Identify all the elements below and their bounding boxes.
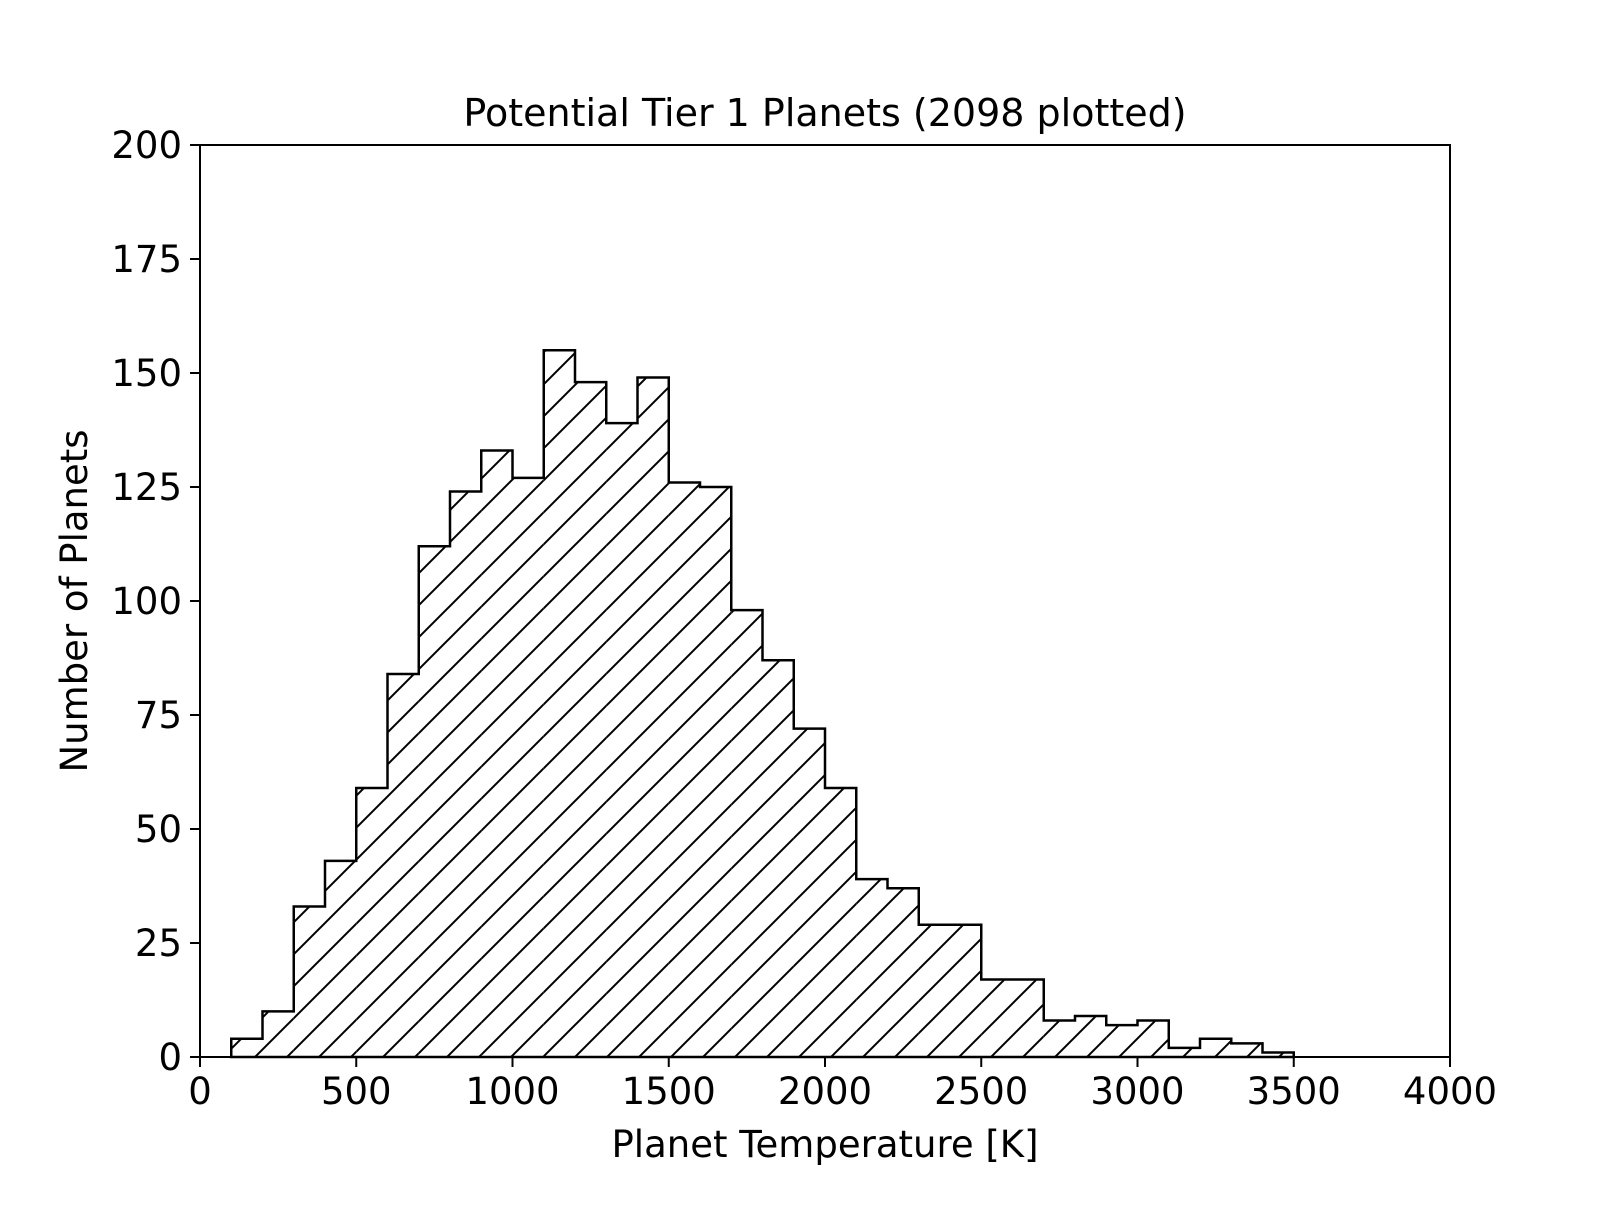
histogram-bar [1168, 1047, 1200, 1057]
histogram-bars [231, 350, 1294, 1057]
x-tick-label: 1500 [622, 1070, 716, 1113]
histogram-bar [543, 350, 575, 1057]
histogram-bar [606, 423, 638, 1057]
histogram-bar [481, 450, 513, 1057]
histogram-bar [450, 491, 482, 1057]
y-axis-label: Number of Planets [53, 429, 96, 772]
x-axis-ticks: 0 500 1000 1500 2000 2500 3000 3500 4000 [188, 1057, 1497, 1113]
histogram-bar [856, 879, 888, 1057]
histogram-bar [231, 1038, 263, 1057]
histogram-bar [1043, 1020, 1075, 1057]
histogram-bar [1137, 1020, 1169, 1057]
histogram-bar [575, 382, 607, 1057]
x-tick-label: 1000 [465, 1070, 559, 1113]
y-tick-label: 150 [111, 352, 182, 395]
histogram-bar [950, 924, 982, 1057]
histogram-bar [262, 1011, 294, 1057]
x-tick-label: 3000 [1090, 1070, 1184, 1113]
histogram-bar [1075, 1015, 1107, 1057]
histogram-bar [700, 487, 732, 1057]
histogram-bar [387, 673, 419, 1057]
histogram-bar [356, 787, 388, 1057]
histogram-bar [981, 979, 1013, 1057]
histogram-bar [512, 477, 544, 1057]
histogram-bar [668, 482, 700, 1057]
x-tick-label: 4000 [1403, 1070, 1497, 1113]
histogram-bar [418, 546, 450, 1057]
histogram-bar [1262, 1052, 1294, 1057]
x-axis-label: Planet Temperature [K] [611, 1123, 1038, 1166]
histogram-bar [1200, 1038, 1232, 1057]
y-tick-label: 175 [111, 238, 182, 281]
y-tick-label: 125 [111, 466, 182, 509]
histogram-bar [731, 610, 763, 1057]
y-tick-label: 25 [135, 922, 182, 965]
histogram-bar [1012, 979, 1044, 1057]
y-tick-label: 100 [111, 580, 182, 623]
x-tick-label: 500 [321, 1070, 392, 1113]
y-tick-label: 0 [158, 1036, 182, 1079]
histogram-bar [793, 728, 825, 1057]
x-tick-label: 3500 [1247, 1070, 1341, 1113]
x-tick-label: 0 [188, 1070, 212, 1113]
y-tick-label: 200 [111, 124, 182, 167]
y-tick-label: 50 [135, 808, 182, 851]
histogram-bar [1231, 1043, 1263, 1057]
histogram-bar [637, 377, 669, 1057]
histogram-outline [230, 348, 1295, 1059]
chart-title: Potential Tier 1 Planets (2098 plotted) [463, 91, 1186, 135]
x-tick-label: 2500 [934, 1070, 1028, 1113]
histogram-bar [918, 924, 950, 1057]
y-axis-ticks: 0 25 50 75 100 125 150 175 200 [111, 124, 200, 1079]
histogram-bar [325, 860, 357, 1057]
x-tick-label: 2000 [778, 1070, 872, 1113]
histogram-bar [762, 660, 794, 1057]
histogram-bar [1106, 1025, 1138, 1057]
histogram-bar [887, 888, 919, 1057]
y-tick-label: 75 [135, 694, 182, 737]
histogram-bar [825, 787, 857, 1057]
histogram-bar [293, 906, 325, 1057]
